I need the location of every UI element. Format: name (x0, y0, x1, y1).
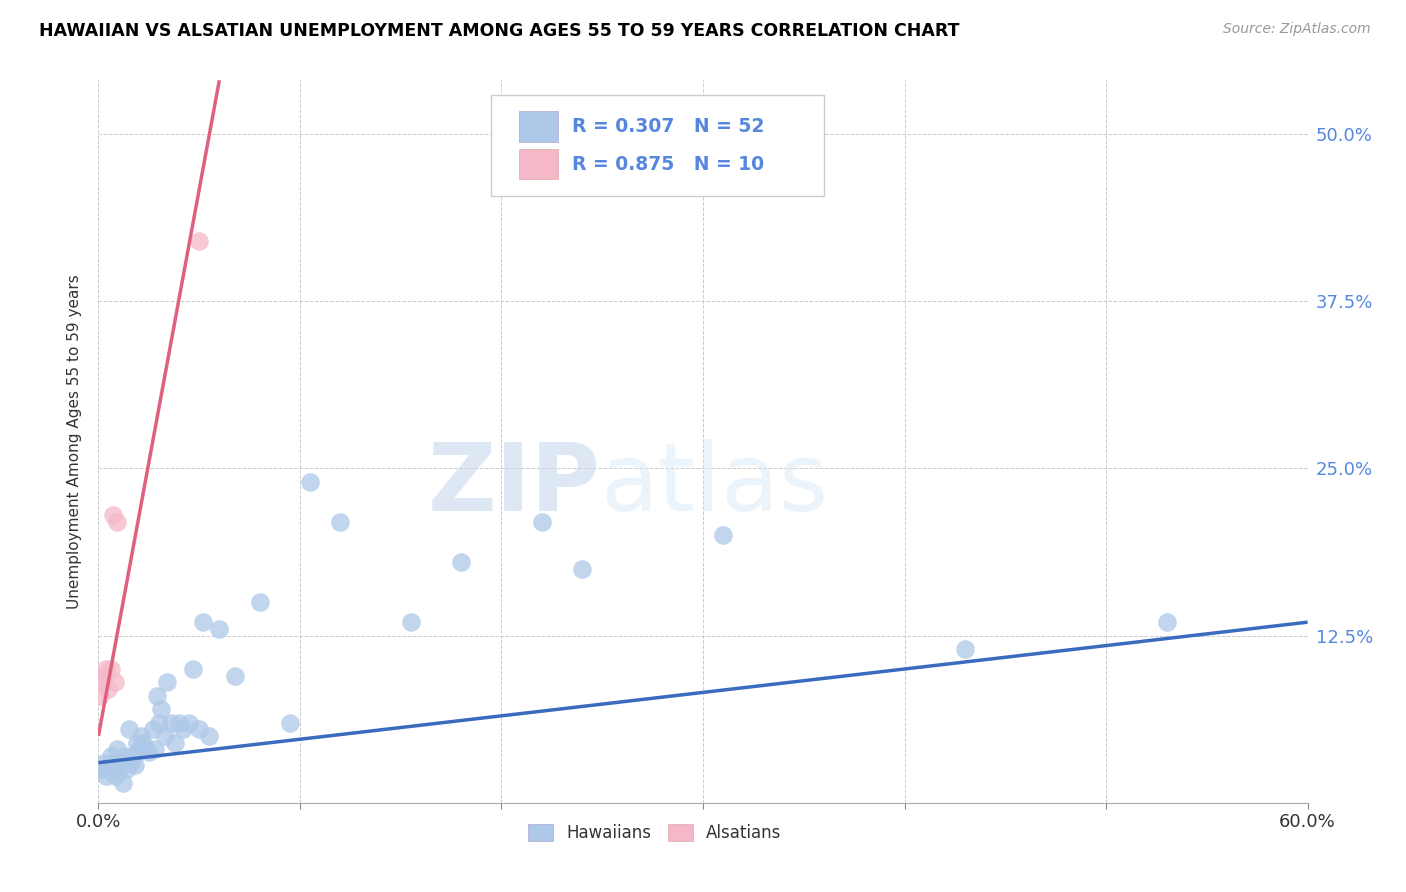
Point (114, 749, 136, 764)
Point (188, 234, 211, 248)
Text: atlas: atlas (600, 439, 828, 531)
Point (125, 735, 148, 749)
Point (96, 662, 118, 676)
Point (188, 723, 211, 737)
Text: R = 0.875   N = 10: R = 0.875 N = 10 (572, 154, 765, 174)
Point (224, 669, 246, 683)
Point (134, 742, 156, 756)
Point (100, 662, 122, 676)
Point (101, 756, 124, 770)
Point (711, 528, 734, 542)
Point (278, 715, 301, 730)
Text: Source: ZipAtlas.com: Source: ZipAtlas.com (1223, 22, 1371, 37)
Point (193, 615, 215, 630)
Text: ZIP: ZIP (427, 439, 600, 531)
Point (143, 742, 166, 756)
Y-axis label: Unemployment Among Ages 55 to 59 years: Unemployment Among Ages 55 to 59 years (67, 274, 83, 609)
Point (96, 769, 118, 783)
Point (107, 762, 129, 776)
Point (1156, 615, 1178, 630)
Point (120, 756, 142, 770)
Point (153, 729, 176, 743)
Point (105, 742, 128, 756)
Point (129, 729, 152, 743)
Point (111, 776, 134, 790)
Point (93, 669, 115, 683)
Point (249, 595, 271, 609)
Point (101, 508, 124, 523)
Point (156, 675, 179, 690)
Point (97, 681, 120, 696)
Point (208, 622, 231, 636)
Point (93, 756, 115, 770)
Point (115, 762, 138, 776)
Point (172, 723, 194, 737)
Point (450, 555, 472, 569)
Point (91, 675, 114, 690)
Point (103, 769, 125, 783)
Point (132, 735, 155, 749)
Point (118, 723, 141, 737)
Point (110, 756, 132, 770)
FancyBboxPatch shape (519, 112, 558, 142)
Point (91, 762, 114, 776)
Point (146, 689, 169, 703)
Point (163, 735, 186, 749)
Point (167, 715, 190, 730)
Point (128, 742, 150, 756)
Point (89, 689, 111, 703)
Point (103, 675, 125, 690)
FancyBboxPatch shape (519, 149, 558, 179)
Text: HAWAIIAN VS ALSATIAN UNEMPLOYMENT AMONG AGES 55 TO 59 YEARS CORRELATION CHART: HAWAIIAN VS ALSATIAN UNEMPLOYMENT AMONG … (39, 22, 960, 40)
Point (138, 745, 160, 759)
Point (105, 515, 128, 529)
Point (142, 723, 165, 737)
Point (299, 475, 322, 489)
Point (953, 642, 976, 657)
Point (148, 715, 170, 730)
Point (121, 749, 143, 764)
Point (181, 662, 204, 676)
Point (149, 702, 172, 716)
Point (124, 758, 146, 772)
Point (160, 715, 183, 730)
Point (97, 762, 120, 776)
Point (198, 729, 221, 743)
FancyBboxPatch shape (492, 95, 824, 196)
Point (530, 515, 553, 529)
Point (179, 715, 201, 730)
Point (399, 615, 422, 630)
Text: R = 0.307   N = 52: R = 0.307 N = 52 (572, 117, 765, 136)
Point (329, 515, 352, 529)
Point (571, 562, 593, 576)
Legend: Hawaiians, Alsatians: Hawaiians, Alsatians (522, 817, 789, 848)
Point (100, 749, 122, 764)
